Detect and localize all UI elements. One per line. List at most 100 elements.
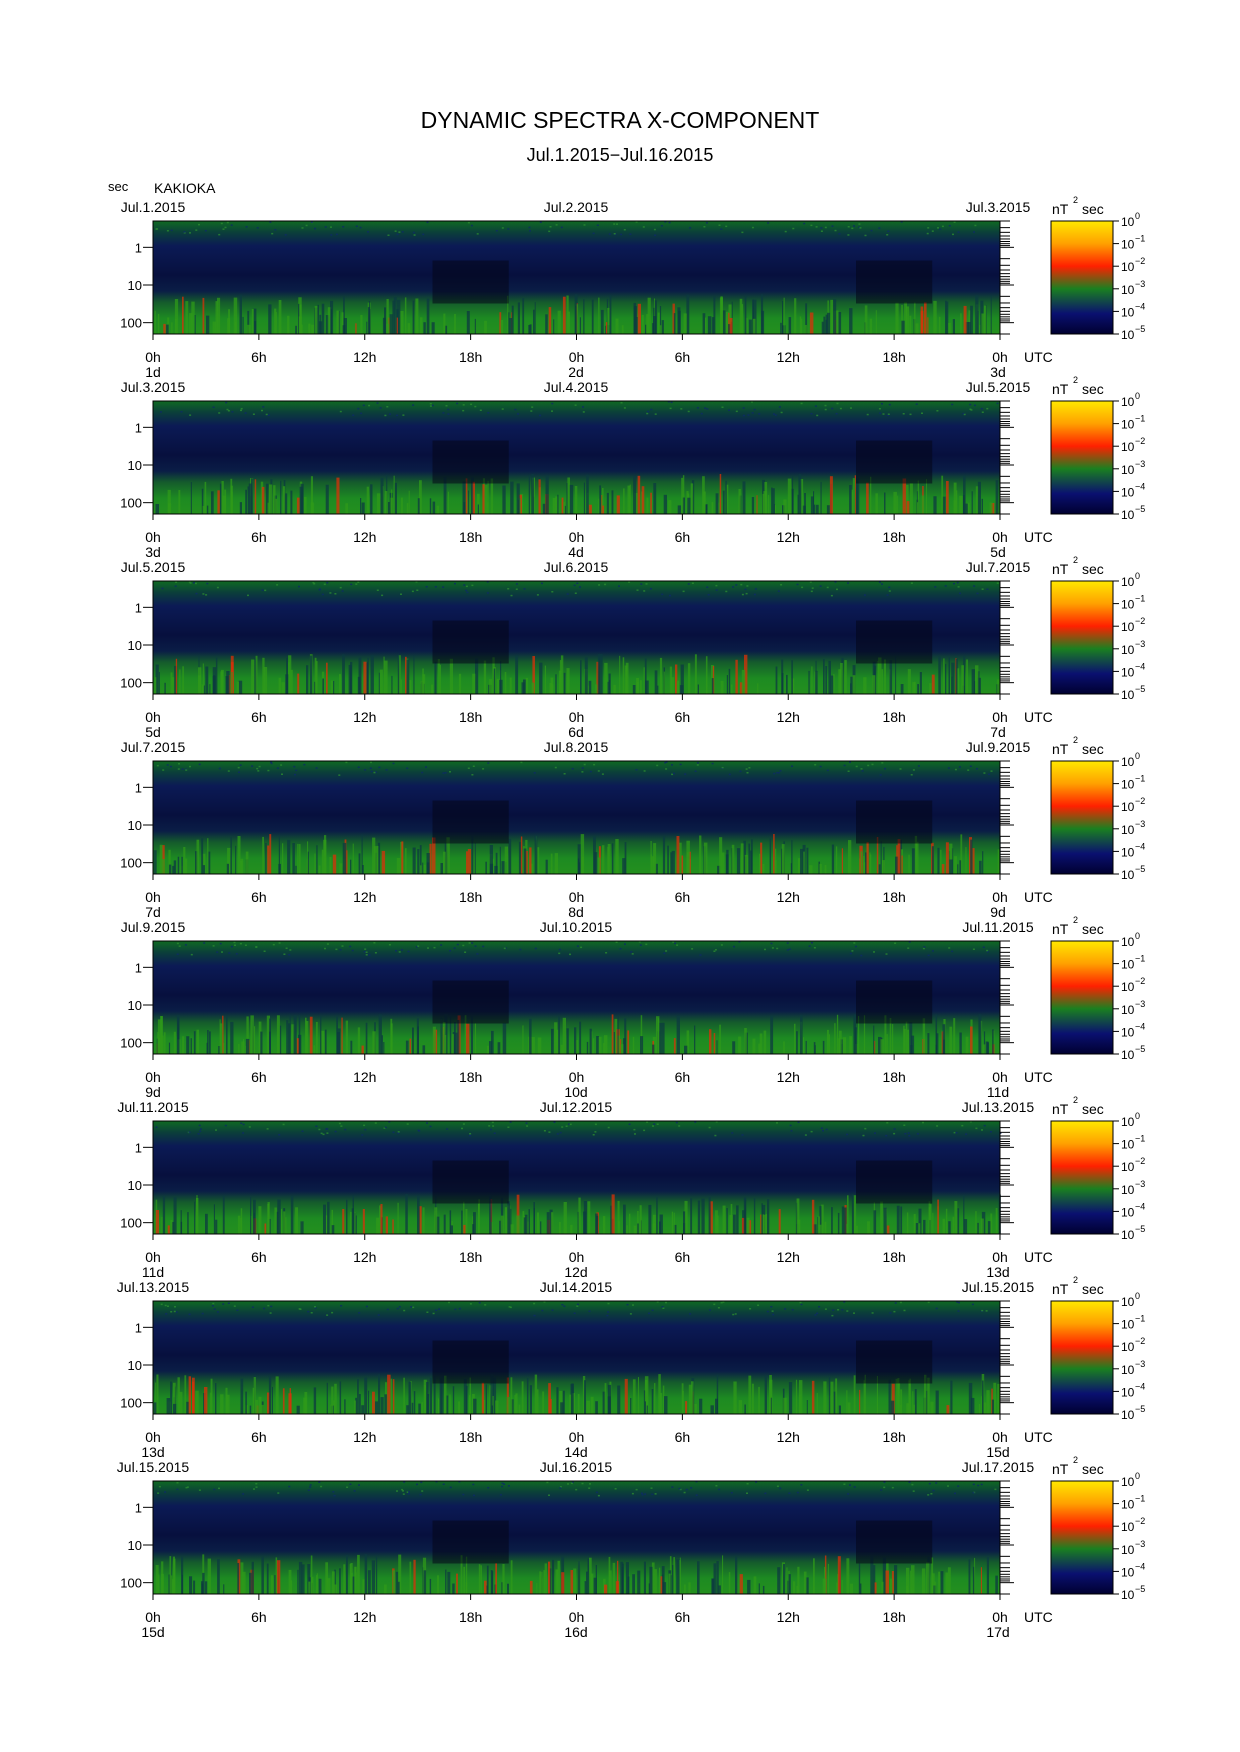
x-tick-label: 0h <box>992 889 1008 905</box>
colorbar-tick-exp: −1 <box>1135 774 1145 784</box>
x-tick-label: 18h <box>459 1429 482 1445</box>
spectrogram-texture <box>154 581 1000 694</box>
colorbar-tick-exp: 0 <box>1135 391 1140 401</box>
utc-label: UTC <box>1024 1429 1053 1445</box>
y-tick-label: 1 <box>135 420 142 435</box>
colorbar-tick-exp: 0 <box>1135 931 1140 941</box>
panel-date-right: Jul.7.2015 <box>966 559 1031 575</box>
colorbar-tick-exp: 0 <box>1135 1471 1140 1481</box>
colorbar-tick-base: 10 <box>1121 1318 1135 1332</box>
x-tick-label: 6h <box>675 709 691 725</box>
y-tick-label: 100 <box>120 676 142 691</box>
x-tick-label: 6h <box>675 1609 691 1625</box>
panel-date-right: Jul.9.2015 <box>966 739 1031 755</box>
colorbar-unit-exp: 2 <box>1073 555 1078 565</box>
colorbar-tick-base: 10 <box>1121 215 1135 229</box>
x-tick-label: 12h <box>353 1609 376 1625</box>
colorbar-tick-base: 10 <box>1121 1498 1135 1512</box>
panel-day-mid: 16d <box>564 1624 587 1640</box>
y-tick-label: 1 <box>135 240 142 255</box>
x-tick-label: 18h <box>459 1249 482 1265</box>
x-tick-label: 0h <box>992 529 1008 545</box>
x-tick-label: 18h <box>882 1069 905 1085</box>
colorbar-tick-base: 10 <box>1121 778 1135 792</box>
x-tick-label: 18h <box>459 349 482 365</box>
colorbar-tick-base: 10 <box>1121 1025 1135 1039</box>
panel-day-mid: 6d <box>568 724 584 740</box>
y-tick-label: 10 <box>128 818 142 833</box>
panel-date-left: Jul.7.2015 <box>121 739 186 755</box>
panel-date-mid: Jul.10.2015 <box>540 919 613 935</box>
spectrogram-panel-7: Jul.13.2015 Jul.14.2015 Jul.15.20151101000… <box>117 1275 1145 1460</box>
utc-label: UTC <box>1024 1069 1053 1085</box>
panel-day-mid: 2d <box>568 364 584 380</box>
x-tick-label: 12h <box>777 529 800 545</box>
x-tick-label: 6h <box>675 349 691 365</box>
x-tick-label: 0h <box>145 1429 161 1445</box>
panel-date-left: Jul.11.2015 <box>117 1099 189 1115</box>
colorbar-tick-exp: 0 <box>1135 1111 1140 1121</box>
colorbar-tick-base: 10 <box>1121 1565 1135 1579</box>
x-tick-label: 6h <box>251 1429 267 1445</box>
colorbar-unit: nT <box>1052 1101 1069 1117</box>
y-tick-label: 10 <box>128 278 142 293</box>
colorbar-unit-tail: sec <box>1082 1101 1104 1117</box>
colorbar-tick-exp: −1 <box>1135 1134 1145 1144</box>
colorbar-tick-exp: 0 <box>1135 1291 1140 1301</box>
colorbar-tick-base: 10 <box>1121 328 1135 342</box>
x-tick-label: 18h <box>459 709 482 725</box>
panel-date-right: Jul.13.2015 <box>962 1099 1035 1115</box>
panel-date-mid: Jul.6.2015 <box>544 559 609 575</box>
panel-date-right: Jul.17.2015 <box>962 1459 1035 1475</box>
utc-label: UTC <box>1024 709 1053 725</box>
x-tick-label: 0h <box>992 1069 1008 1085</box>
colorbar-tick-base: 10 <box>1121 1003 1135 1017</box>
panel-day-right: 13d <box>986 1264 1009 1280</box>
y-unit-label: sec <box>108 179 129 194</box>
panel-day-mid: 12d <box>564 1264 587 1280</box>
x-tick-label: 0h <box>992 1429 1008 1445</box>
colorbar-unit-tail: sec <box>1082 921 1104 937</box>
colorbar-tick-exp: −3 <box>1135 1179 1145 1189</box>
x-tick-label: 12h <box>353 709 376 725</box>
colorbar-gradient <box>1050 1120 1114 1235</box>
colorbar-tick-base: 10 <box>1121 1205 1135 1219</box>
utc-label: UTC <box>1024 1249 1053 1265</box>
x-tick-label: 0h <box>992 1249 1008 1265</box>
colorbar-unit-tail: sec <box>1082 1281 1104 1297</box>
colorbar-unit: nT <box>1052 201 1069 217</box>
colorbar-tick-exp: −3 <box>1135 639 1145 649</box>
x-tick-label: 12h <box>777 889 800 905</box>
x-tick-label: 12h <box>353 1429 376 1445</box>
y-tick-label: 100 <box>120 1396 142 1411</box>
colorbar-tick-exp: −3 <box>1135 1359 1145 1369</box>
colorbar-tick-exp: −4 <box>1135 481 1145 491</box>
colorbar-tick-base: 10 <box>1121 238 1135 252</box>
x-tick-label: 0h <box>145 349 161 365</box>
colorbar-unit-exp: 2 <box>1073 735 1078 745</box>
x-tick-label: 0h <box>145 1069 161 1085</box>
panel-day-right: 15d <box>986 1444 1009 1460</box>
panel-day-left: 5d <box>145 724 161 740</box>
utc-label: UTC <box>1024 889 1053 905</box>
y-minor-ticks-right <box>1000 1120 1014 1235</box>
colorbar-tick-base: 10 <box>1121 260 1135 274</box>
y-minor-ticks-right <box>1000 220 1014 335</box>
x-tick-label: 0h <box>992 349 1008 365</box>
colorbar-unit-exp: 2 <box>1073 1095 1078 1105</box>
panel-date-left: Jul.9.2015 <box>121 919 186 935</box>
panel-date-mid: Jul.16.2015 <box>540 1459 613 1475</box>
y-tick-label: 100 <box>120 1576 142 1591</box>
panel-date-mid: Jul.4.2015 <box>544 379 609 395</box>
x-tick-label: 6h <box>251 1249 267 1265</box>
colorbar-tick-base: 10 <box>1121 463 1135 477</box>
colorbar-tick-exp: −2 <box>1135 976 1145 986</box>
x-tick-label: 6h <box>675 1069 691 1085</box>
colorbar-tick-base: 10 <box>1121 1160 1135 1174</box>
panel-day-mid: 14d <box>564 1444 587 1460</box>
